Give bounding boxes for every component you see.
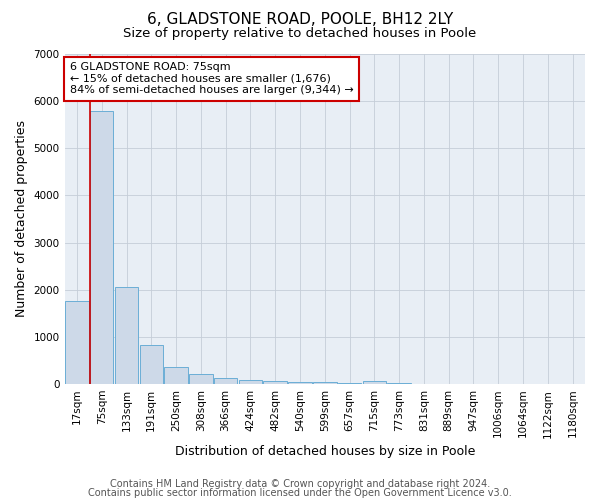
Bar [263,381,287,384]
Bar [214,378,238,384]
Text: 6, GLADSTONE ROAD, POOLE, BH12 2LY: 6, GLADSTONE ROAD, POOLE, BH12 2LY [147,12,453,28]
Bar [140,345,163,384]
Bar [338,382,361,384]
Bar [288,382,312,384]
Bar [362,380,386,384]
Bar [164,368,188,384]
Text: 6 GLADSTONE ROAD: 75sqm
← 15% of detached houses are smaller (1,676)
84% of semi: 6 GLADSTONE ROAD: 75sqm ← 15% of detache… [70,62,353,96]
X-axis label: Distribution of detached houses by size in Poole: Distribution of detached houses by size … [175,444,475,458]
Y-axis label: Number of detached properties: Number of detached properties [15,120,28,318]
Bar [313,382,337,384]
Bar [239,380,262,384]
Text: Contains HM Land Registry data © Crown copyright and database right 2024.: Contains HM Land Registry data © Crown c… [110,479,490,489]
Text: Contains public sector information licensed under the Open Government Licence v3: Contains public sector information licen… [88,488,512,498]
Bar [189,374,212,384]
Bar [90,110,113,384]
Bar [65,302,89,384]
Bar [115,288,138,384]
Text: Size of property relative to detached houses in Poole: Size of property relative to detached ho… [124,28,476,40]
